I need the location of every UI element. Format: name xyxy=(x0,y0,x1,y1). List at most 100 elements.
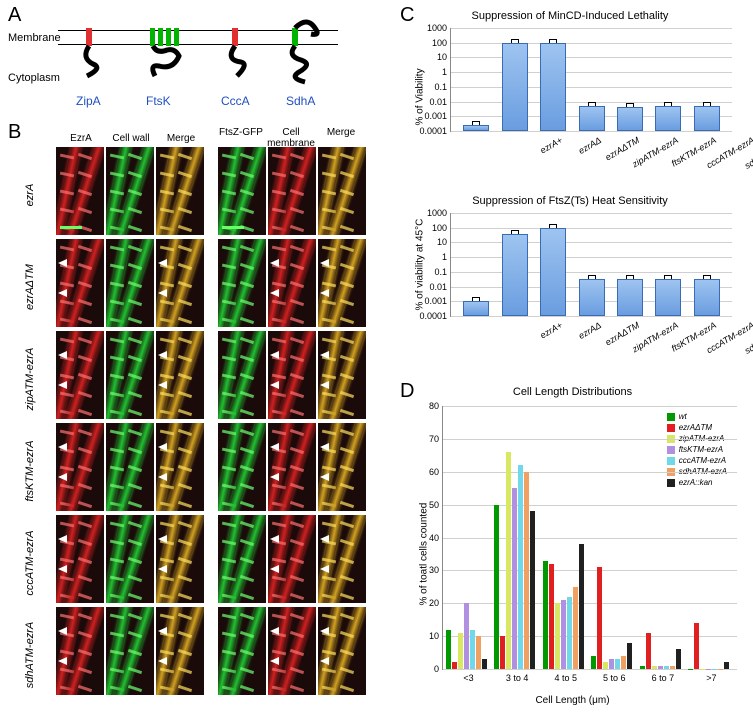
microscopy-image xyxy=(318,515,366,603)
bar xyxy=(502,234,528,316)
microscopy-image xyxy=(218,239,266,327)
legend-item: cccATM-ezrA xyxy=(667,456,727,465)
microscopy-image xyxy=(318,331,366,419)
membrane-text: Membrane xyxy=(8,32,61,44)
microscopy-image xyxy=(156,423,204,511)
bar xyxy=(518,465,523,669)
bar xyxy=(463,125,489,131)
col-header: Cell wall xyxy=(106,133,156,144)
bar xyxy=(621,656,626,669)
bar-group xyxy=(640,633,682,669)
microscopy-image xyxy=(218,147,266,235)
col-header: Merge xyxy=(156,133,206,144)
row-label: sdhATM-ezrA xyxy=(24,611,36,699)
microscopy-image xyxy=(106,147,154,235)
microscopy-image xyxy=(56,423,104,511)
bar-group xyxy=(494,452,536,669)
bar xyxy=(555,603,560,669)
microscopy-image xyxy=(106,515,154,603)
panel-d-legend: wtezrAΔTMzipATM-ezrAftsKTM-ezrAcccATM-ez… xyxy=(667,412,727,489)
bar xyxy=(694,279,720,316)
microscopy-image xyxy=(156,331,204,419)
microscopy-image xyxy=(318,607,366,695)
bar-group xyxy=(591,567,633,669)
bar xyxy=(664,666,669,669)
microscopy-image xyxy=(106,331,154,419)
bar xyxy=(655,279,681,316)
legend-item: ftsKTM-ezrA xyxy=(667,445,727,454)
y-axis-label: % of viability at 45°C xyxy=(415,211,426,311)
microscopy-image xyxy=(268,331,316,419)
panel-a: A Membrane Cytoplasm ZipAFtsKCccASdhA xyxy=(8,4,338,114)
bar xyxy=(694,106,720,131)
bar xyxy=(712,669,717,670)
col-header: Merge xyxy=(316,127,366,138)
bar xyxy=(470,630,475,669)
microscopy-image xyxy=(106,607,154,695)
bar xyxy=(617,107,643,131)
bar xyxy=(512,488,517,669)
legend-item: wt xyxy=(667,412,727,421)
microscopy-image xyxy=(56,515,104,603)
microscopy-image xyxy=(268,607,316,695)
bar xyxy=(609,659,614,669)
panel-d-ylabel: % of toatl cells counted xyxy=(419,466,430,606)
chart-area: 0.00010.0010.010.11101001000ezrA+ezrAΔez… xyxy=(450,28,732,132)
col-header: Cell membrane xyxy=(266,127,316,149)
protein-name: FtsK xyxy=(146,94,171,108)
microscopy-image xyxy=(156,147,204,235)
row-label: ftsKTM-ezrA xyxy=(24,427,36,515)
microscopy-image xyxy=(268,515,316,603)
bar xyxy=(561,600,566,669)
bar xyxy=(476,636,481,669)
bar-group xyxy=(543,544,585,669)
bar xyxy=(524,472,529,669)
bar xyxy=(615,659,620,669)
legend-item: ezrAΔTM xyxy=(667,423,727,432)
microscopy-image xyxy=(268,423,316,511)
bar xyxy=(688,669,693,670)
bar xyxy=(543,561,548,669)
chart-area: 0.00010.0010.010.11101001000ezrA+ezrAΔez… xyxy=(450,213,732,317)
bar xyxy=(591,656,596,669)
microscopy-image xyxy=(318,423,366,511)
bar xyxy=(646,633,651,669)
microscopy-image xyxy=(218,423,266,511)
bar xyxy=(676,649,681,669)
microscopy-image xyxy=(56,147,104,235)
row-label: cccATM-ezrA xyxy=(24,519,36,607)
microscopy-image xyxy=(218,331,266,419)
chart-title: Suppression of MinCD-Induced Lethality xyxy=(400,10,740,22)
panel-b-label: B xyxy=(8,121,21,144)
bar xyxy=(549,564,554,669)
bar xyxy=(658,666,663,669)
bar xyxy=(617,279,643,316)
microscopy-image xyxy=(318,239,366,327)
bar xyxy=(694,623,699,669)
protein-name: CccA xyxy=(221,94,250,108)
row-label: ezrA xyxy=(24,151,36,239)
protein-name: SdhA xyxy=(286,94,315,108)
bar xyxy=(724,662,729,669)
bar xyxy=(579,279,605,316)
bar xyxy=(652,666,657,669)
microscopy-image xyxy=(156,239,204,327)
bar xyxy=(640,666,645,669)
microscopy-image xyxy=(156,607,204,695)
panel-a-label: A xyxy=(8,4,21,27)
row-label: ezrAΔTM xyxy=(24,243,36,331)
col-header: FtsZ-GFP xyxy=(216,127,266,138)
bar xyxy=(494,505,499,669)
chart-title: Suppression of FtsZ(Ts) Heat Sensitivity xyxy=(400,195,740,207)
bar xyxy=(597,567,602,669)
bar xyxy=(506,452,511,669)
bar-chart: Suppression of FtsZ(Ts) Heat Sensitivity… xyxy=(400,195,740,355)
cytoplasm-text: Cytoplasm xyxy=(8,72,60,84)
bar xyxy=(446,630,451,669)
bar xyxy=(530,511,535,669)
bar-group xyxy=(446,603,488,669)
microscopy-image xyxy=(268,147,316,235)
panel-d: D Cell Length Distributions % of toatl c… xyxy=(400,380,745,710)
bar xyxy=(655,106,681,131)
bar xyxy=(718,669,723,670)
